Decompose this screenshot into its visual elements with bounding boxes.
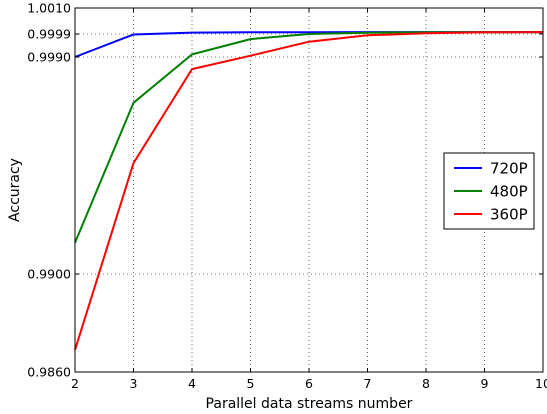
x-tick-label: 5 xyxy=(247,376,255,391)
x-tick-label: 7 xyxy=(364,376,372,391)
y-tick-label: 0.9900 xyxy=(27,267,71,282)
x-tick-label: 10 xyxy=(535,376,547,391)
y-tick-label: 0.9990 xyxy=(27,50,71,65)
x-tick-labels: 2 3 4 5 6 7 8 9 10 xyxy=(71,376,547,391)
y-tick-label: 0.9860 xyxy=(27,365,71,380)
x-tick-label: 4 xyxy=(188,376,196,391)
y-axis-label: Accuracy xyxy=(7,158,23,222)
x-tick-label: 8 xyxy=(422,376,430,391)
x-tick-label: 3 xyxy=(130,376,138,391)
x-tick-label: 6 xyxy=(305,376,313,391)
y-tick-label: 0.9999 xyxy=(27,27,71,42)
x-axis-label: Parallel data streams number xyxy=(206,396,413,412)
y-tick-label: 1.0010 xyxy=(27,1,71,16)
x-tick-label: 9 xyxy=(481,376,489,391)
axis-ticks xyxy=(74,7,544,373)
legend-label-720P: 720P xyxy=(490,160,528,178)
legend-label-360P: 360P xyxy=(490,206,528,224)
legend: 720P 480P 360P xyxy=(443,152,535,230)
legend-box xyxy=(443,152,535,230)
series-line-360P xyxy=(74,31,544,351)
x-tick-label: 2 xyxy=(71,376,79,391)
series-layer xyxy=(74,31,544,351)
legend-label-480P: 480P xyxy=(490,183,528,201)
y-tick-labels: 0.9860 0.9900 0.9990 0.9999 1.0010 xyxy=(27,1,71,380)
